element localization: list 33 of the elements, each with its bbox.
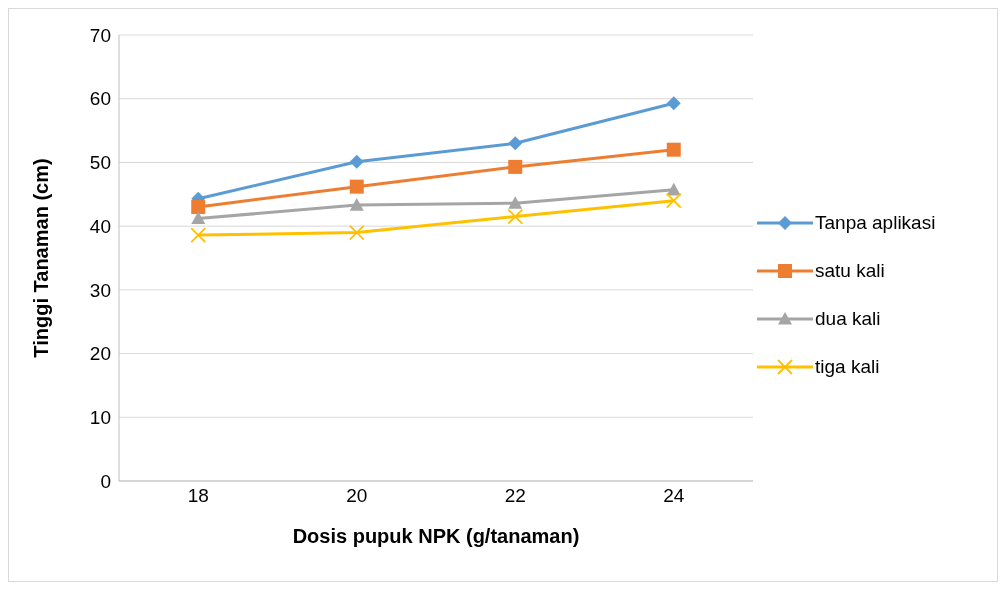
y-tick-label: 20 [89,343,111,365]
point [191,211,206,225]
y-tick-label: 30 [89,279,111,301]
point [508,159,523,174]
point [666,142,681,157]
point [348,224,365,241]
x-axis-title: Dosis pupuk NPK (g/tanaman) [292,525,580,547]
point [191,200,206,215]
point [666,182,681,196]
point [665,192,682,209]
point [508,136,523,151]
x-tick-label: 18 [187,485,209,507]
point [349,154,364,169]
legend-label: tiga kali [815,356,880,378]
point [190,227,207,243]
y-tick-label: 60 [89,88,111,110]
legend-label: satu kali [815,260,885,282]
y-tick-label: 0 [100,470,111,492]
x-tick-label: 20 [346,485,368,507]
y-tick-label: 10 [89,407,111,429]
y-tick-label: 50 [89,152,111,174]
point [508,196,523,209]
y-tick-label: 40 [89,215,111,237]
x-tick-label: 24 [663,485,685,507]
point [349,198,364,211]
x-tick-label: 22 [504,485,526,507]
point [349,179,364,194]
y-tick-label: 70 [89,24,111,46]
y-axis-title: Tinggi Tanaman (cm) [30,158,53,358]
legend-label: dua kali [815,308,881,330]
point [507,208,524,225]
point [666,96,681,111]
legend-label: Tanpa aplikasi [815,212,936,234]
